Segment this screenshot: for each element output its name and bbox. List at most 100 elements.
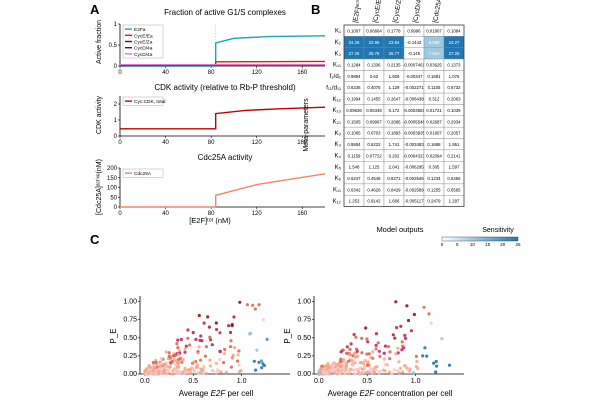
- scatter-point: [351, 363, 355, 367]
- scatter-point: [347, 359, 351, 363]
- heatmap-cell-value: 0.1255: [427, 187, 441, 192]
- x-tick-label: 80: [208, 211, 215, 217]
- scatter-point: [194, 337, 198, 341]
- heatmap-cell-value: 0.06664: [366, 28, 382, 33]
- heatmap-cell-value: 27.26: [349, 51, 360, 56]
- scatter-point: [229, 339, 233, 343]
- legend-entry: E2Fa: [134, 27, 146, 33]
- heatmap-cell-value: -0.003483: [404, 142, 424, 147]
- scatter-point: [252, 359, 256, 363]
- scatter-point: [348, 367, 352, 371]
- scatter-point: [348, 370, 352, 374]
- scatter-point: [356, 370, 361, 374]
- heatmap-cell-value: 1.297: [449, 199, 460, 204]
- scatter-point: [176, 352, 180, 357]
- heatmap-cell-value: 0.2479: [427, 199, 441, 204]
- scatter-point: [186, 328, 190, 332]
- heatmap-cell-value: 0.2141: [447, 153, 461, 158]
- scatter-point: [214, 361, 218, 365]
- colorbar-label: Sensitivity: [482, 227, 514, 234]
- scatter-point: [181, 370, 185, 374]
- scatter-point: [163, 362, 167, 366]
- scatter-point: [377, 371, 381, 375]
- scatter-point: [169, 361, 173, 365]
- x-tick-label: 80: [208, 70, 215, 76]
- row-label: K₃: [335, 142, 342, 148]
- scatter-point: [382, 357, 386, 361]
- panel-a-cdc25a-chart: 0 40 80 120 160 0 50 100 150 200 Cdc25A: [107, 166, 326, 217]
- x-tick-label: 0.5: [362, 378, 372, 385]
- scatter-point: [339, 357, 343, 361]
- legend-entry: Cyc:CDK, total: [134, 99, 165, 105]
- scatter-point: [171, 354, 175, 358]
- scatter-point: [237, 363, 241, 367]
- scatter-point: [402, 364, 407, 368]
- scatter-point: [388, 350, 392, 354]
- scatter-point: [363, 359, 367, 363]
- legend-entry: CycD/4a: [134, 52, 153, 58]
- scatter-point: [383, 344, 387, 348]
- colorbar-tick-label: 25: [515, 242, 521, 247]
- heatmap-cell-value: 0.202: [389, 153, 400, 158]
- scatter-point: [400, 340, 404, 344]
- heatmap-cell-value: 0.2686: [387, 119, 401, 124]
- scatter-point: [254, 368, 258, 372]
- chart-title: Cdc25A activity: [198, 153, 253, 162]
- scatter-point: [197, 313, 201, 318]
- scatter-point: [405, 304, 409, 308]
- scatter-point: [251, 303, 255, 307]
- legend-entry: CycD/4a: [134, 46, 153, 52]
- heatmap-cell-value: 0.1284: [347, 63, 361, 68]
- scatter-point: [339, 350, 343, 354]
- scatter-point: [345, 345, 349, 349]
- y-tick-label: 200: [107, 166, 118, 172]
- row-label: K₁₂: [333, 199, 342, 205]
- scatter-point: [415, 359, 419, 364]
- scatter-point: [202, 321, 206, 325]
- row-label: K₆: [335, 176, 342, 182]
- scatter-point: [218, 349, 222, 353]
- scatter-point: [161, 371, 165, 375]
- scatter-point: [406, 318, 411, 323]
- scatter-point: [188, 343, 192, 347]
- panel-c-scatter-e2f-per-cell: 0.0 0.5 1.0 0.00 0.25 0.50 0.75 1.00 P_E: [109, 296, 290, 385]
- x-tick-label: 160: [297, 70, 308, 76]
- heatmap-cell-value: 0.01721: [426, 108, 442, 113]
- scatter-point: [351, 354, 355, 358]
- x-tick-label: 0.0: [314, 378, 324, 385]
- scatter-point: [447, 363, 452, 367]
- scatter-point: [396, 351, 400, 355]
- scatter-point: [318, 370, 322, 374]
- sensitivity-heatmap: [E2F]ᵃᶜᵗⁱᵛᵉ [CycE/E2]ᵃᶜᵗⁱᵛᵉ [CycE/Z]ᵃᶜᵗⁱᵛᵉ…: [326, 0, 465, 207]
- scatter-point: [341, 369, 345, 373]
- y-tick-label: 1.00: [123, 299, 137, 306]
- column-header: [Cdc25A]ᵃᶜᵗⁱᵛᵉ: [431, 0, 446, 23]
- scatter-point: [331, 363, 335, 367]
- heatmap-cell-value: 0.03625: [426, 63, 442, 68]
- row-label: K₅: [335, 165, 342, 171]
- y-tick-label: 0.5: [109, 43, 118, 49]
- scatter-point: [147, 364, 151, 368]
- scatter-point: [396, 346, 400, 350]
- scatter-point: [376, 341, 380, 345]
- heatmap-cell-value: 0.9142: [367, 199, 381, 204]
- heatmap-cell-value: 0.0703: [367, 131, 381, 136]
- heatmap-y-axis-label: Meta-parameters: [303, 98, 310, 152]
- y-tick-label: 0.75: [297, 317, 311, 324]
- scatter-point: [362, 362, 366, 366]
- scatter-point: [230, 324, 234, 328]
- y-tick-label: 0: [114, 64, 118, 70]
- scatter-point: [434, 370, 438, 374]
- heatmap-cell-value: 0.1084: [447, 28, 461, 33]
- heatmap-cell-value: 1.741: [389, 142, 400, 147]
- scatter-point: [229, 365, 234, 369]
- scatter-point: [381, 368, 385, 372]
- scatter-point: [401, 344, 405, 348]
- scatter-point: [409, 329, 413, 333]
- legend-entry: Cdc25A: [134, 171, 152, 177]
- scatter-point: [374, 332, 378, 336]
- heatmap-cell-value: 0.172: [389, 108, 400, 113]
- scatter-point: [236, 353, 240, 357]
- heatmap-cell-value: -0.0004323: [403, 153, 425, 158]
